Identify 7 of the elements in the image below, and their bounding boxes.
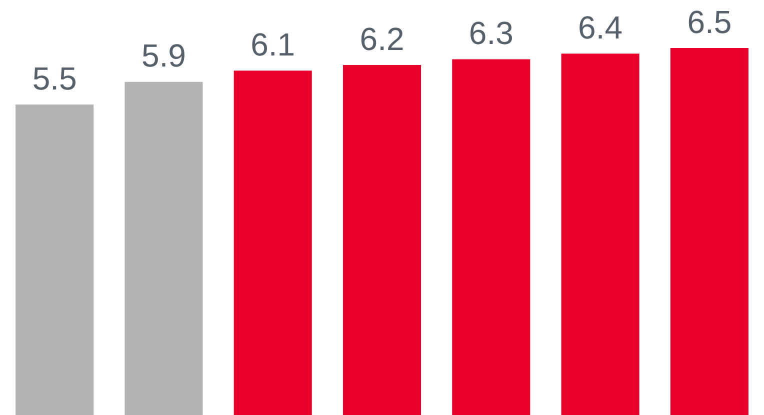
data-label: 6.3 xyxy=(468,15,514,52)
data-label: 6.5 xyxy=(687,4,732,40)
data-label: 6.4 xyxy=(578,9,623,46)
data-label: 6.2 xyxy=(360,20,404,57)
data-label: 6.1 xyxy=(250,26,296,62)
data-label: 5.5 xyxy=(32,60,77,96)
data-label: 5.9 xyxy=(141,38,186,74)
